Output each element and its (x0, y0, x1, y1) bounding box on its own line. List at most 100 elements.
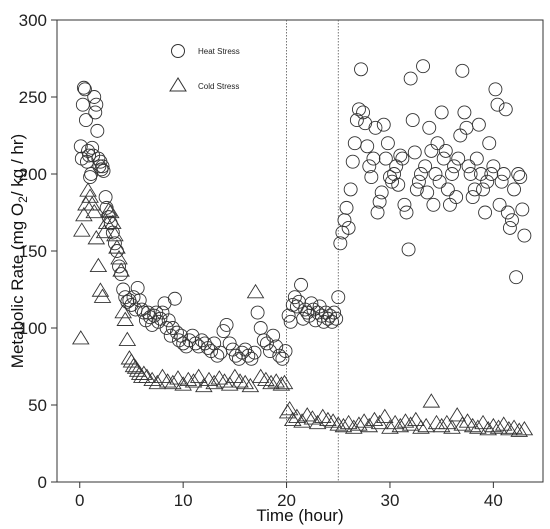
heat-stress-point (89, 97, 104, 112)
heat-stress-point (445, 167, 459, 181)
heat-stress-point (465, 190, 480, 205)
heat-stress-point (266, 328, 281, 343)
heat-stress-point (75, 97, 90, 112)
heat-stress-point (451, 151, 466, 166)
heat-stress-point (347, 136, 362, 151)
cold-stress-point (505, 419, 523, 434)
heat-stress-point (82, 148, 97, 163)
heat-stress-point (378, 151, 393, 166)
heat-stress-point (505, 213, 519, 228)
cold-stress-point (313, 408, 332, 423)
heat-stress-point (436, 151, 451, 166)
heat-stress-point (405, 113, 420, 128)
heat-stress-point (287, 290, 302, 305)
heat-stress-point (331, 290, 346, 305)
cold-stress-point (401, 416, 420, 431)
cold-stress-point (283, 411, 302, 427)
heat-stress-point (368, 120, 383, 135)
heat-stress-point (455, 63, 470, 78)
heat-stress-point (356, 105, 371, 120)
heat-stress-point (362, 159, 377, 174)
x-tick-label: 0 (75, 491, 84, 510)
cold-stress-point (210, 370, 229, 385)
heat-stress-point (244, 351, 259, 366)
heat-stress-point (341, 220, 356, 235)
cold-stress-point (241, 377, 260, 393)
heat-stress-point (333, 236, 348, 251)
heat-stress-point (81, 143, 95, 158)
cold-stress-point (71, 330, 90, 345)
cold-stress-point (138, 368, 156, 383)
heat-stress-point (511, 167, 526, 181)
cold-stress-point (422, 393, 441, 408)
heat-stress-point (163, 328, 178, 343)
heat-stress-point (449, 190, 464, 205)
heat-stress-point (269, 339, 284, 354)
heat-stress-point (492, 197, 507, 212)
cold-stress-point (453, 416, 472, 431)
cold-stress-point (329, 416, 348, 431)
heat-stress-point (426, 197, 441, 212)
heat-stress-point (474, 167, 488, 181)
heat-stress-point (515, 202, 530, 217)
heat-stress-point (358, 116, 373, 131)
heat-stress-point (467, 182, 482, 197)
heat-stress-point (387, 167, 402, 181)
cold-stress-point (298, 407, 317, 422)
cold-stress-point (500, 420, 518, 436)
y-tick-label: 0 (38, 473, 47, 492)
cold-stress-point (81, 188, 99, 203)
cold-stress-point (106, 226, 124, 242)
cold-stress-point (432, 417, 451, 433)
cold-stress-point (474, 414, 492, 430)
cold-stress-point (246, 283, 265, 299)
heat-stress-point (471, 117, 486, 132)
cold-stress-point (484, 417, 503, 433)
heat-stress-point (116, 282, 131, 297)
heat-stress-point (188, 336, 203, 351)
heat-stress-point (339, 200, 354, 215)
cold-stress-point (515, 420, 534, 436)
heat-stress-point (179, 339, 194, 354)
cold-stress-point (381, 419, 399, 434)
heat-stress-point (488, 82, 503, 97)
cold-stress-point (114, 303, 132, 319)
heat-stress-point (360, 139, 375, 154)
heat-stress-point (325, 314, 340, 329)
heat-stress-point (343, 182, 358, 197)
heat-stress-point (112, 259, 126, 274)
heat-stress-point (372, 194, 387, 209)
heat-stress-point (90, 123, 105, 138)
heat-stress-point (300, 305, 315, 320)
heat-stress-point (364, 170, 379, 185)
heat-stress-point (416, 59, 431, 74)
heat-stress-point (509, 270, 524, 285)
cold-stress-point (275, 374, 294, 390)
heat-stress-point (169, 325, 184, 340)
heat-stress-point (185, 328, 200, 343)
heat-stress-point (222, 336, 237, 351)
heat-stress-point (476, 182, 490, 197)
heat-stress-point (351, 102, 366, 117)
heat-stress-point (484, 167, 499, 181)
heat-stress-point (370, 205, 385, 220)
heat-stress-point (354, 62, 368, 77)
heat-stress-point (490, 97, 505, 112)
heat-stress-point (85, 140, 100, 155)
heat-stress-point (210, 348, 225, 363)
heat-stress-point (337, 213, 352, 228)
heat-stress-point (191, 339, 206, 354)
heat-stress-point (500, 205, 515, 220)
cold-stress-point (262, 374, 280, 390)
heat-stress-point (366, 151, 381, 166)
heat-stress-point (507, 182, 521, 197)
legend-cold-stress-label: Cold Stress (198, 82, 239, 91)
heat-stress-point (424, 143, 439, 158)
heat-stress-point (478, 205, 493, 220)
cold-stress-point (116, 311, 135, 326)
heat-stress-point (395, 151, 410, 166)
heat-stress-point (219, 317, 234, 332)
cold-stress-point (257, 371, 275, 387)
cold-stress-point (448, 407, 466, 422)
heat-stress-point (422, 120, 437, 135)
